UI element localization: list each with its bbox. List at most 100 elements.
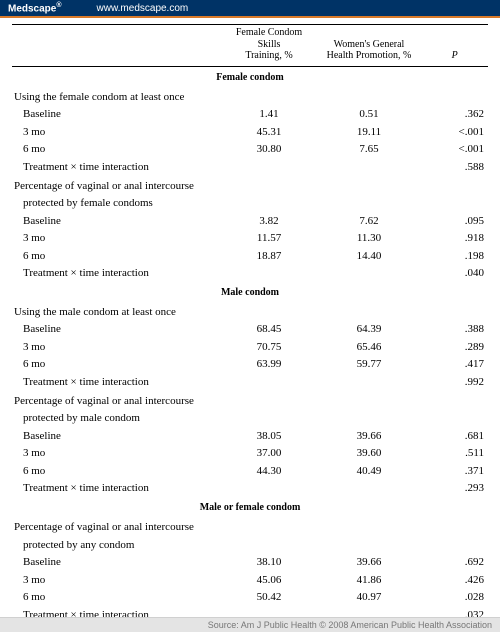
table-row: Baseline38.1039.66.692 <box>12 553 488 570</box>
col-blank <box>12 25 221 67</box>
row-label: 3 mo <box>12 338 221 355</box>
row-p: <.001 <box>421 123 488 140</box>
row-label: 3 mo <box>12 230 221 247</box>
row-v2: 0.51 <box>317 106 422 123</box>
row-label: 6 mo <box>12 588 221 605</box>
row-p: .426 <box>421 571 488 588</box>
row-v1: 38.05 <box>221 427 316 444</box>
row-p: .692 <box>421 553 488 570</box>
table-row: 3 mo11.5711.30.918 <box>12 230 488 247</box>
row-v2: 7.65 <box>317 141 422 158</box>
row-p: .417 <box>421 356 488 373</box>
row-v1: 38.10 <box>221 553 316 570</box>
row-v1: 63.99 <box>221 356 316 373</box>
row-p: .681 <box>421 427 488 444</box>
row-v2 <box>317 264 422 281</box>
col1-line1: Female Condom Skills <box>236 27 302 50</box>
row-v2 <box>317 373 422 390</box>
row-label: Baseline <box>12 106 221 123</box>
row-v1: 45.06 <box>221 571 316 588</box>
row-p: .362 <box>421 106 488 123</box>
table-row: 6 mo44.3040.49.371 <box>12 462 488 479</box>
row-label: 6 mo <box>12 356 221 373</box>
row-v2: 19.11 <box>317 123 422 140</box>
row-p: .293 <box>421 480 488 497</box>
row-v2: 64.39 <box>317 321 422 338</box>
row-v1 <box>221 158 316 175</box>
group-label: Percentage of vaginal or anal intercours… <box>12 517 488 536</box>
row-v1: 18.87 <box>221 247 316 264</box>
row-p: .388 <box>421 321 488 338</box>
table-row: 6 mo63.9959.77.417 <box>12 356 488 373</box>
row-v2: 40.97 <box>317 588 422 605</box>
table-row: Treatment × time interaction .040 <box>12 264 488 281</box>
table-row: Treatment × time interaction .992 <box>12 373 488 390</box>
row-v1: 11.57 <box>221 230 316 247</box>
row-v1: 37.00 <box>221 445 316 462</box>
row-v1: 3.82 <box>221 212 316 229</box>
row-v2: 59.77 <box>317 356 422 373</box>
table-row: 6 mo30.807.65<.001 <box>12 141 488 158</box>
group-label-cont: protected by female condoms <box>12 195 488 212</box>
col-promotion: Women's General Health Promotion, % <box>317 25 422 67</box>
row-label: Treatment × time interaction <box>12 264 221 281</box>
table-container: Female Condom Skills Training, % Women's… <box>0 18 500 623</box>
row-label: Treatment × time interaction <box>12 373 221 390</box>
row-v1: 70.75 <box>221 338 316 355</box>
footer-source: Source: Am J Public Health © 2008 Americ… <box>0 617 500 632</box>
table-row: Baseline1.410.51.362 <box>12 106 488 123</box>
table-row: 6 mo18.8714.40.198 <box>12 247 488 264</box>
group-label-cont: protected by any condom <box>12 536 488 553</box>
row-p: .918 <box>421 230 488 247</box>
row-v1 <box>221 264 316 281</box>
row-v1: 30.80 <box>221 141 316 158</box>
row-p: .028 <box>421 588 488 605</box>
table-row: Baseline68.4564.39.388 <box>12 321 488 338</box>
row-p: .198 <box>421 247 488 264</box>
row-p: .992 <box>421 373 488 390</box>
table-row: Treatment × time interaction.588 <box>12 158 488 175</box>
row-p: .371 <box>421 462 488 479</box>
row-v1 <box>221 373 316 390</box>
row-v2: 14.40 <box>317 247 422 264</box>
group-label: Percentage of vaginal or anal intercours… <box>12 391 488 410</box>
row-label: Treatment × time interaction <box>12 480 221 497</box>
table-row: Baseline38.0539.66.681 <box>12 427 488 444</box>
row-v1 <box>221 480 316 497</box>
table-row: Baseline3.827.62.095 <box>12 212 488 229</box>
brand-text: Medscape <box>8 3 56 14</box>
row-v2: 39.66 <box>317 553 422 570</box>
row-v1: 68.45 <box>221 321 316 338</box>
group-label: Percentage of vaginal or anal intercours… <box>12 176 488 195</box>
site-url: www.medscape.com <box>97 3 189 14</box>
row-p: .511 <box>421 445 488 462</box>
table-row: 3 mo45.0641.86.426 <box>12 571 488 588</box>
section-title: Female condom <box>12 66 488 87</box>
row-v2: 65.46 <box>317 338 422 355</box>
group-label: Using the female condom at least once <box>12 87 488 106</box>
row-label: 6 mo <box>12 247 221 264</box>
col1-line2: Training, % <box>245 50 292 61</box>
results-table: Female Condom Skills Training, % Women's… <box>12 24 488 623</box>
row-v2: 40.49 <box>317 462 422 479</box>
row-label: Baseline <box>12 427 221 444</box>
row-label: 3 mo <box>12 123 221 140</box>
row-label: Baseline <box>12 321 221 338</box>
col-training: Female Condom Skills Training, % <box>221 25 316 67</box>
col2-line2: Health Promotion, % <box>327 50 412 61</box>
col-p: P <box>421 25 488 67</box>
row-v2: 11.30 <box>317 230 422 247</box>
table-body: Female condomUsing the female condom at … <box>12 66 488 623</box>
table-row: 6 mo50.4240.97.028 <box>12 588 488 605</box>
table-row: 3 mo70.7565.46.289 <box>12 338 488 355</box>
row-v2: 7.62 <box>317 212 422 229</box>
row-p: .040 <box>421 264 488 281</box>
row-label: Baseline <box>12 212 221 229</box>
row-v2: 39.60 <box>317 445 422 462</box>
row-v1: 50.42 <box>221 588 316 605</box>
row-v1: 45.31 <box>221 123 316 140</box>
row-v2 <box>317 158 422 175</box>
group-label-cont: protected by male condom <box>12 410 488 427</box>
row-v1: 44.30 <box>221 462 316 479</box>
brand: Medscape® <box>8 2 62 14</box>
